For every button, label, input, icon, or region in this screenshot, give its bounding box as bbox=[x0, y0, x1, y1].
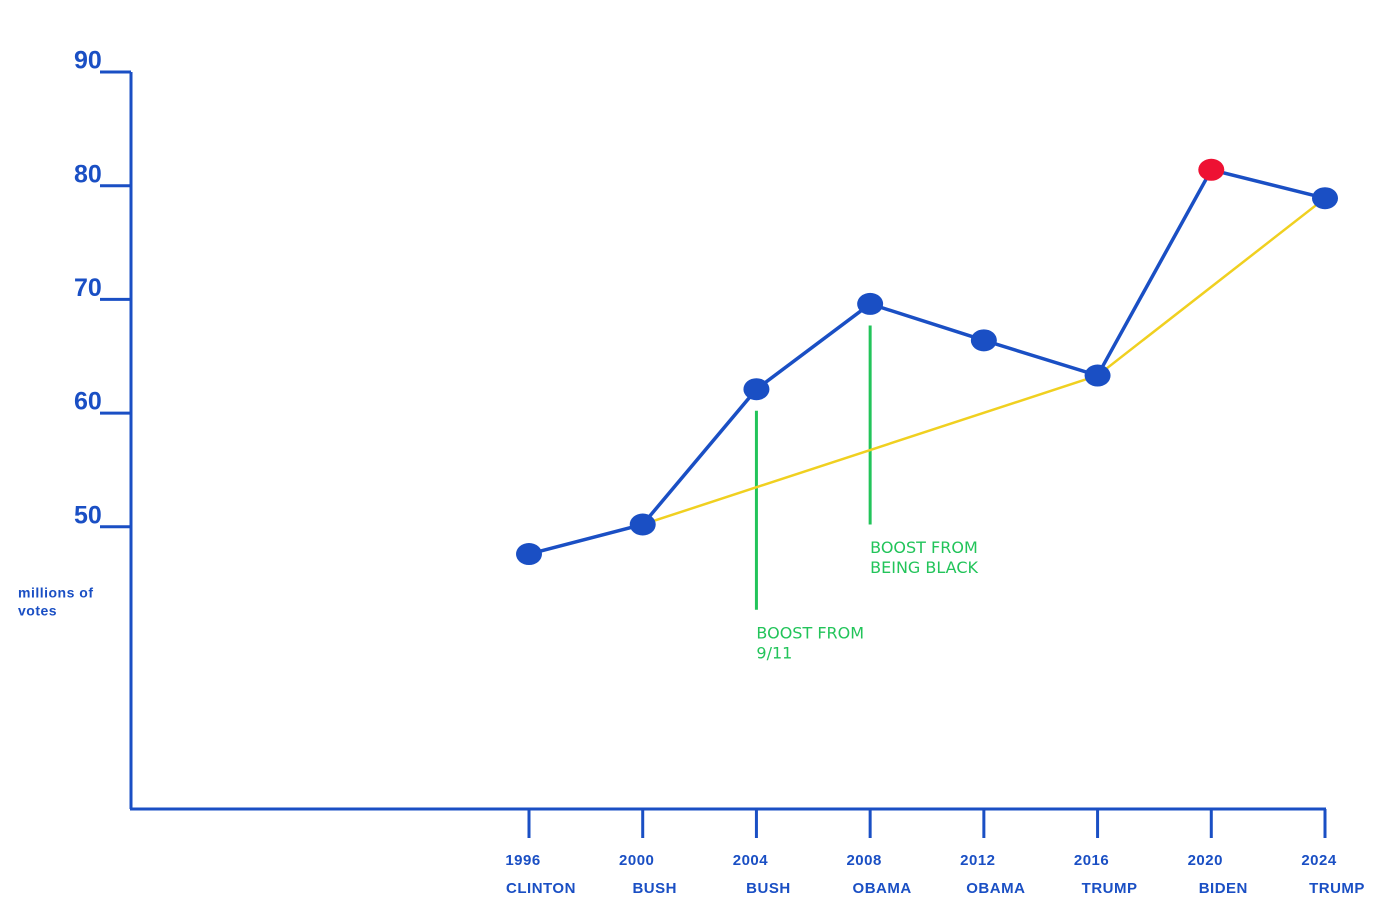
x-name-label: BIDEN bbox=[1199, 880, 1248, 897]
x-tick-label: 2016 bbox=[1074, 852, 1109, 869]
x-name-label: OBAMA bbox=[853, 880, 912, 897]
x-tick-label: 2020 bbox=[1188, 852, 1223, 869]
annotation-text: 9/11 bbox=[756, 643, 792, 662]
y-axis-label: millions of bbox=[18, 585, 94, 601]
x-name-label: BUSH bbox=[632, 880, 677, 897]
annotation-text: BEING BLACK bbox=[870, 558, 978, 577]
x-name-label: TRUMP bbox=[1082, 880, 1138, 897]
annotation-text: BOOST FROM bbox=[756, 623, 864, 642]
data-point bbox=[857, 292, 884, 315]
data-point bbox=[1198, 158, 1225, 181]
x-tick-label: 2024 bbox=[1301, 852, 1337, 869]
y-tick-label: 70 bbox=[74, 274, 102, 302]
data-point bbox=[743, 378, 770, 401]
x-name-label: CLINTON bbox=[506, 880, 576, 897]
x-tick-label: 1996 bbox=[505, 852, 540, 869]
data-point bbox=[629, 513, 656, 536]
y-tick-label: 50 bbox=[74, 501, 102, 529]
x-tick-label: 2008 bbox=[846, 852, 881, 869]
annotation-text: BOOST FROM bbox=[870, 538, 978, 557]
y-tick-label: 80 bbox=[74, 160, 102, 188]
data-point bbox=[1084, 364, 1111, 387]
x-tick-label: 2012 bbox=[960, 852, 995, 869]
data-point bbox=[970, 329, 997, 352]
data-point bbox=[1312, 187, 1338, 210]
series-line bbox=[642, 197, 1326, 526]
x-name-label: BUSH bbox=[746, 880, 791, 897]
data-point bbox=[516, 543, 542, 566]
x-tick-label: 2000 bbox=[619, 852, 654, 869]
series-line bbox=[528, 167, 1326, 556]
x-name-label: OBAMA bbox=[966, 880, 1025, 897]
y-tick-label: 90 bbox=[74, 47, 102, 75]
y-axis-label: votes bbox=[18, 603, 57, 619]
x-tick-label: 2004 bbox=[733, 852, 769, 869]
y-tick-label: 60 bbox=[74, 388, 102, 416]
x-name-label: TRUMP bbox=[1309, 880, 1365, 897]
